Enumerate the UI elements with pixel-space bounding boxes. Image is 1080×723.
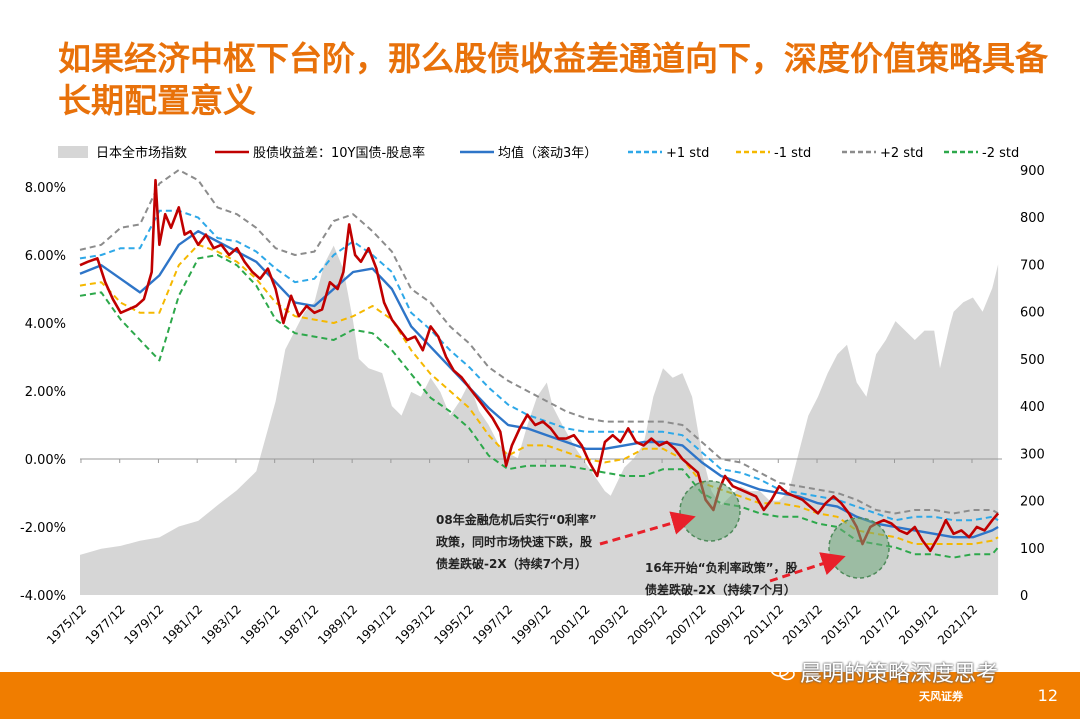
y-right-tick-label: 100: [1020, 542, 1045, 557]
y-right-tick-label: 800: [1020, 211, 1045, 226]
y-right-tick-label: 200: [1020, 495, 1045, 510]
legend-label-plus2: +2 std: [880, 146, 923, 161]
y-left-tick-label: 6.00%: [25, 249, 66, 264]
legend-label-minus2: -2 std: [982, 146, 1019, 161]
y-right-tick-label: 900: [1020, 164, 1045, 179]
brand-logo: 天风证券: [919, 690, 963, 703]
legend-swatch-nikkei: [58, 146, 88, 158]
y-left-tick-label: 0.00%: [25, 453, 66, 468]
series-spread-line: [79, 178, 1000, 553]
annotation-2008-line: 08年金融危机后实行“0利率”: [436, 512, 597, 527]
legend-label-minus1: -1 std: [774, 146, 811, 161]
legend-label-spread: 股债收益差：10Y国债-股息率: [253, 145, 425, 161]
series-plus1-line: [79, 209, 999, 522]
y-right-tick-label: 700: [1020, 258, 1045, 273]
page-number: 12: [1037, 686, 1058, 705]
y-right-tick-label: 0: [1020, 589, 1028, 604]
highlight-circle-2016: [828, 517, 890, 579]
series-nikkei-area: [80, 245, 999, 595]
y-right-tick-label: 600: [1020, 306, 1045, 321]
annotation-2016-line: 16年开始“负利率政策”，股: [645, 560, 798, 575]
nikkei-area-layer: [80, 245, 999, 595]
annotation-2008-line: 政策，同时市场快速下跌，股: [436, 534, 593, 549]
legend: 日本全市场指数 股债收益差：10Y国债-股息率 均值（滚动3年） +1 std -1 s…: [58, 145, 1019, 161]
series-mean-line: [79, 230, 999, 539]
watermark-text: 晨明的策略深度思考: [800, 662, 999, 687]
series-minus1-line: [79, 243, 999, 545]
wechat-icon: [770, 661, 795, 681]
legend-label-nikkei: 日本全市场指数: [96, 145, 187, 161]
y-right-tick-label: 300: [1020, 447, 1045, 462]
annotation-layer: 08年金融危机后实行“0利率”政策，同时市场快速下跌，股债差跌破-2X（持续7个…: [436, 511, 846, 597]
series-plus2-line: [79, 169, 999, 515]
y-left-tick-label: 8.00%: [25, 181, 66, 196]
slide-title: 如果经济中枢下台阶，那么股债收益差通道向下，深度价值策略具备长期配置意义: [58, 39, 1048, 120]
annotation-2016-line: 债差跌破-2X（持续7个月）: [645, 582, 796, 597]
annotation-2008-line: 债差跌破-2X（持续7个月）: [436, 556, 587, 571]
y-right-tick-label: 500: [1020, 353, 1045, 368]
y-left-tick-label: -4.00%: [20, 589, 66, 604]
legend-label-plus1: +1 std: [666, 146, 709, 161]
highlight-circle-2008: [679, 480, 741, 542]
y-left-tick-label: 2.00%: [25, 385, 66, 400]
footer-bar: [0, 672, 1080, 719]
annotation-arrow-2008: [599, 511, 696, 546]
y-left-tick-label: -2.00%: [20, 521, 66, 536]
y-left-tick-label: 4.00%: [25, 317, 66, 332]
y-right-tick-label: 400: [1020, 400, 1045, 415]
legend-label-mean: 均值（滚动3年）: [498, 145, 597, 161]
